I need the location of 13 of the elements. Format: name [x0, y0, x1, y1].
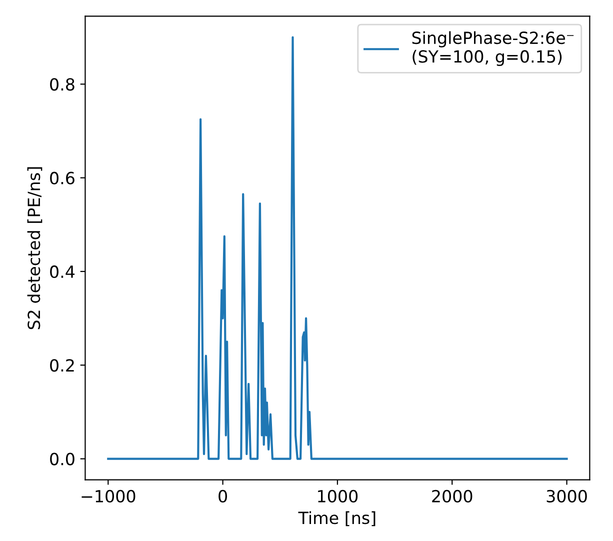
y-tick-label: 0.2	[50, 359, 74, 372]
y-tick-label: 0.4	[50, 265, 75, 278]
y-tick-label: 0.0	[50, 452, 74, 466]
x-tick-label: 2000	[432, 490, 472, 502]
y-axis-title: S2 detected [PE/ns]	[27, 167, 42, 330]
x-tick-label: 0	[218, 490, 227, 502]
x-tick-label: 1000	[318, 490, 358, 502]
x-axis-title: Time [ns]	[298, 511, 376, 526]
legend-label: SinglePhase-S2:6e⁻ (SY=100, g=0.15)	[412, 31, 574, 66]
y-tick-label: 0.6	[50, 172, 74, 184]
x-tick-label: 3000	[546, 490, 587, 502]
y-tick-label: 0.8	[50, 78, 74, 91]
x-tick-label: −1000	[82, 490, 136, 502]
